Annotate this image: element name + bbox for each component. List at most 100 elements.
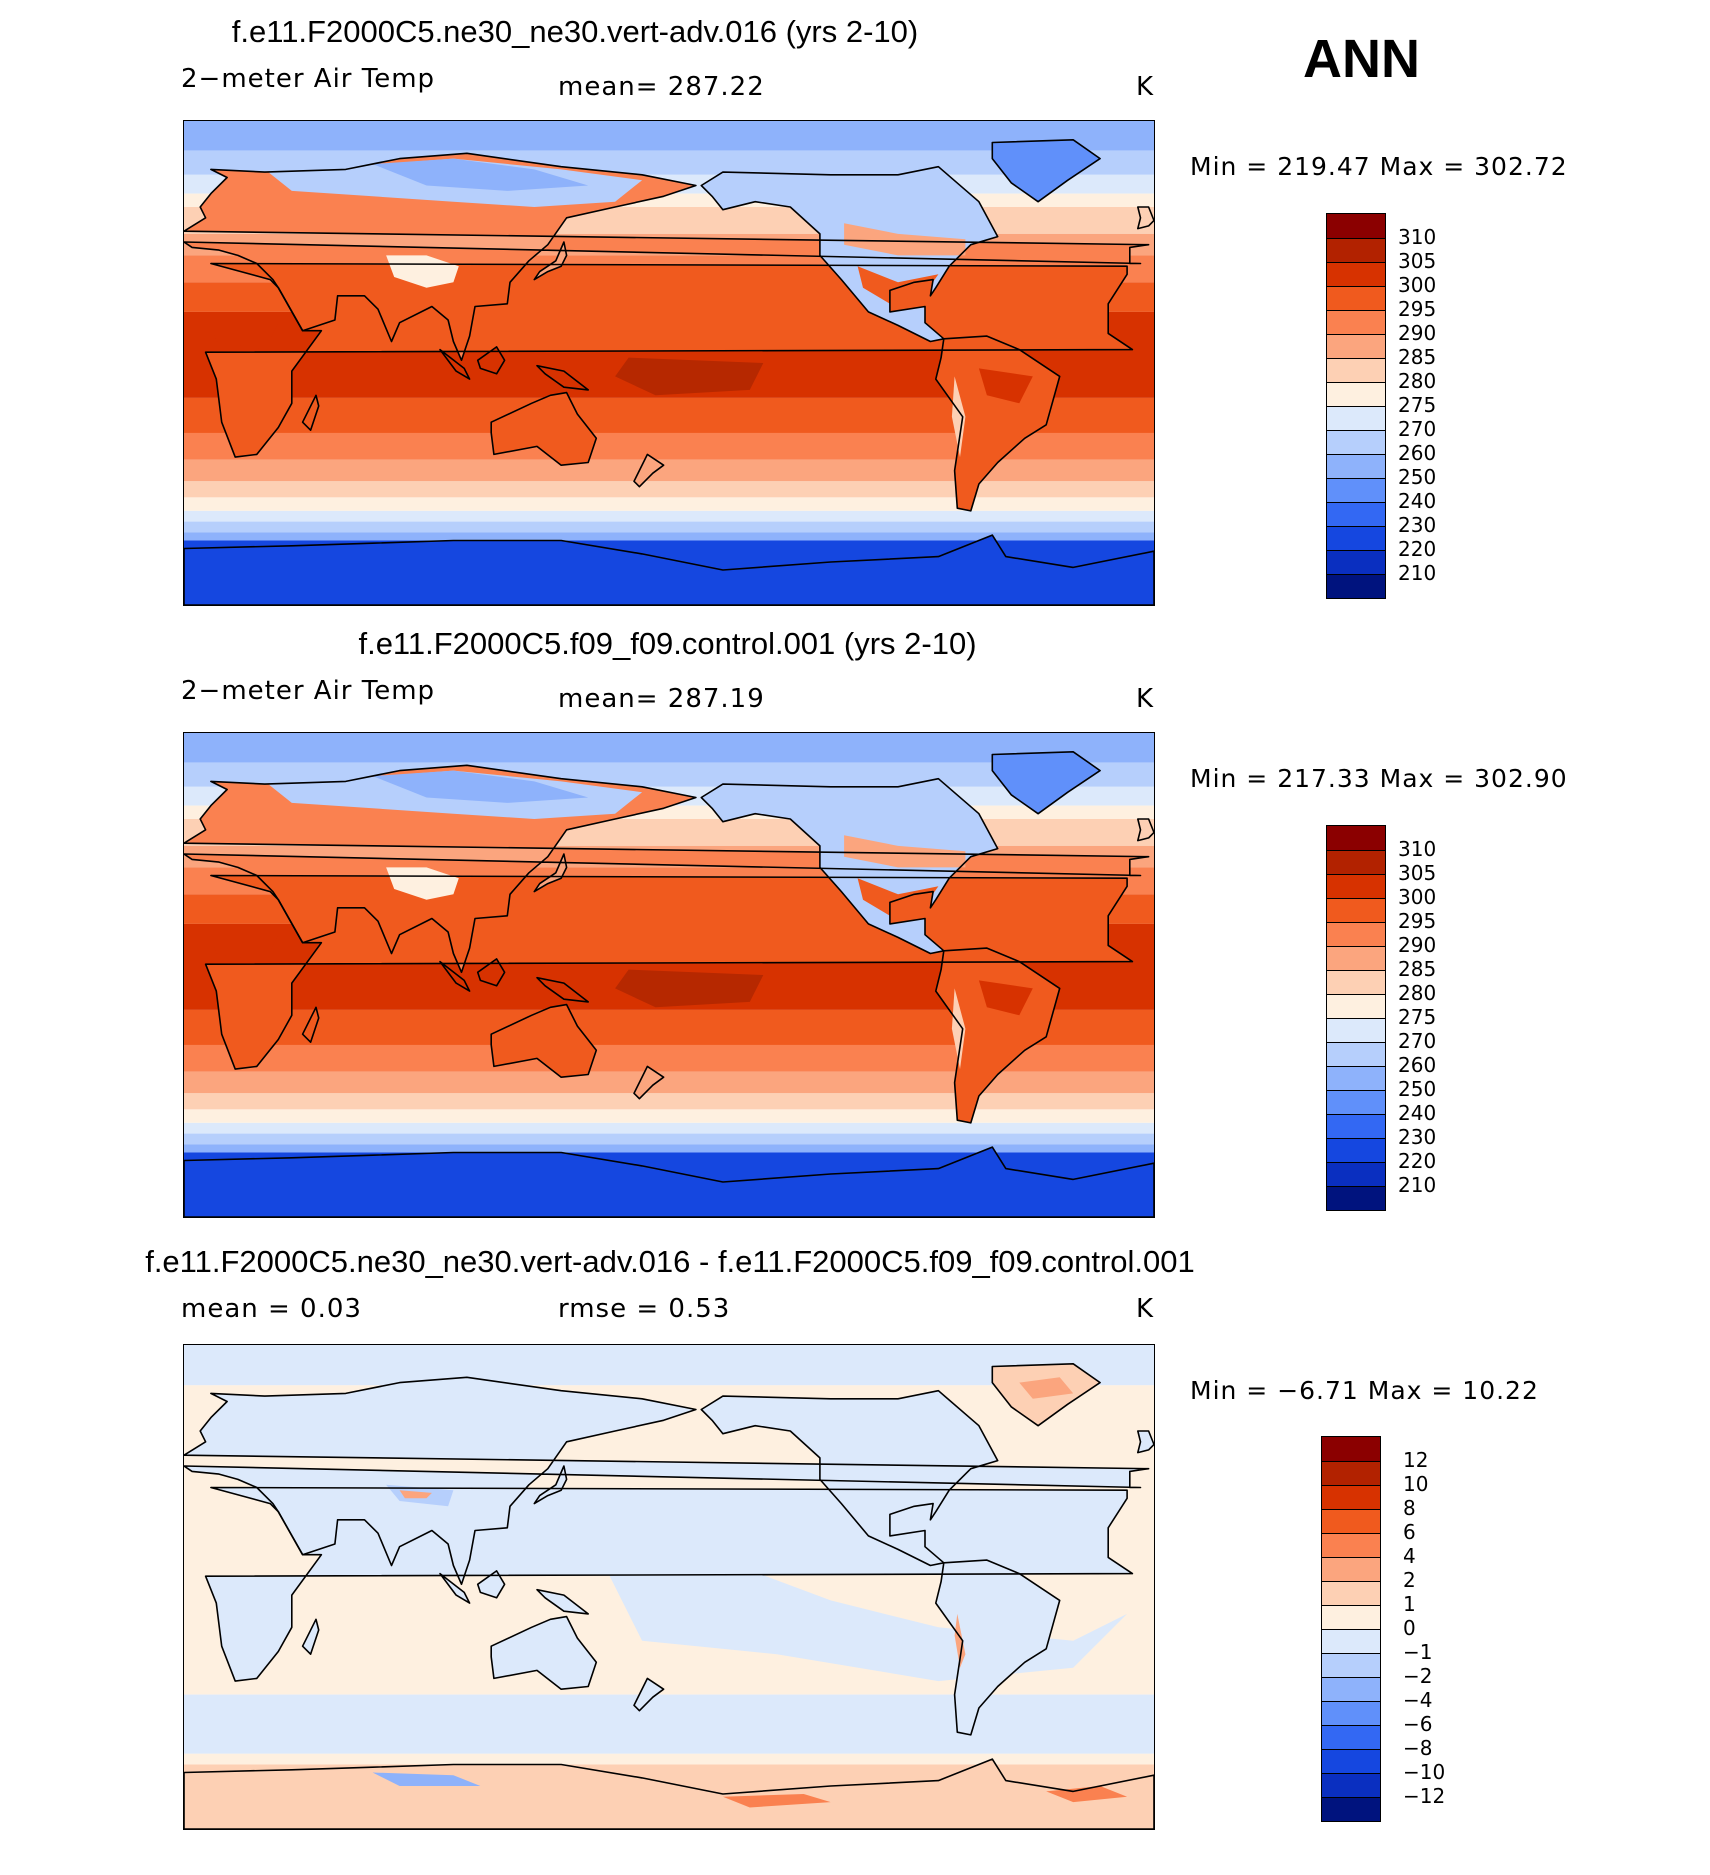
colorbar-tick-label: 210 <box>1398 1173 1437 1197</box>
map-contour-feature <box>954 1613 966 1668</box>
coastline-antarctica <box>184 534 1154 605</box>
map-land-fill <box>302 1619 319 1655</box>
colorbar-tick-label: 310 <box>1398 225 1437 249</box>
colorbar-tick-label: −2 <box>1403 1664 1433 1688</box>
map-contour-band <box>184 1133 1154 1145</box>
map-contour-feature <box>372 158 589 191</box>
map-land-fill <box>992 751 1101 814</box>
colorbar-tick-label: 275 <box>1398 1005 1437 1029</box>
coastline-greenland <box>991 750 1101 815</box>
panel-3-minmax: Min = −6.71 Max = 10.22 <box>1190 1376 1539 1405</box>
colorbar-swatch <box>1327 358 1385 382</box>
map-contour-feature <box>951 376 966 458</box>
colorbar-swatch <box>1327 310 1385 334</box>
coastline-borneo <box>476 1570 506 1599</box>
coastline-na <box>700 1389 999 1567</box>
colorbar-swatch <box>1327 874 1385 898</box>
colorbar-tick-label: 230 <box>1398 513 1437 537</box>
colorbar-tick-label: 295 <box>1398 909 1437 933</box>
colorbar-swatch <box>1327 502 1385 526</box>
colorbar-swatch <box>1327 1018 1385 1042</box>
colorbar-tick-label: 260 <box>1398 1053 1437 1077</box>
panel-3-map <box>183 1344 1155 1830</box>
coastline-madagascar <box>301 1006 320 1044</box>
panel-2-map <box>183 732 1155 1218</box>
panel-3-mean-label: mean = 0.03 <box>181 1294 362 1324</box>
coastline-nz <box>633 1065 665 1100</box>
panel-3-rmse-label: rmse = 0.53 <box>558 1294 731 1324</box>
map-contour-feature <box>372 1772 481 1786</box>
map-contour-band <box>184 459 1154 482</box>
map-land-fill <box>477 958 505 986</box>
coastline-na <box>700 777 999 955</box>
colorbar-swatch <box>1327 550 1385 574</box>
coastline-uk <box>1136 818 1154 842</box>
colorbar-tick-label: 300 <box>1398 885 1437 909</box>
colorbar-swatch <box>1327 238 1385 262</box>
colorbar-swatch <box>1327 262 1385 286</box>
coastline-sa <box>934 1559 1061 1736</box>
colorbar-tick-label: −1 <box>1403 1640 1433 1664</box>
colorbar-swatch <box>1322 1629 1380 1653</box>
colorbar-swatch <box>1327 1066 1385 1090</box>
colorbar-swatch <box>1327 970 1385 994</box>
colorbar-swatch <box>1327 430 1385 454</box>
colorbar-swatch <box>1327 382 1385 406</box>
colorbar-tick-label: 210 <box>1398 561 1437 585</box>
coastline-sa <box>934 947 1061 1124</box>
panel-2-minmax: Min = 217.33 Max = 302.90 <box>1190 764 1568 793</box>
season-label: ANN <box>1303 29 1420 89</box>
coastline-eurasia <box>184 764 1150 974</box>
colorbar-swatch <box>1322 1653 1380 1677</box>
panel-1-minmax: Min = 219.47 Max = 302.72 <box>1190 152 1568 181</box>
map-land-fill <box>701 778 998 954</box>
colorbar-tick-label: 295 <box>1398 297 1437 321</box>
panel-3-colorbar <box>1321 1436 1381 1822</box>
coastline-eurasia <box>184 1376 1150 1586</box>
map-land-fill <box>634 1066 664 1099</box>
map-contour-feature <box>615 357 764 396</box>
colorbar-swatch <box>1327 1090 1385 1114</box>
colorbar-swatch <box>1327 334 1385 358</box>
map-contour-feature <box>857 266 939 304</box>
colorbar-tick-label: 270 <box>1398 417 1437 441</box>
colorbar-tick-label: 285 <box>1398 345 1437 369</box>
colorbar-swatch <box>1327 1186 1385 1210</box>
colorbar-tick-label: −8 <box>1403 1736 1433 1760</box>
coastline-nz <box>633 453 665 488</box>
colorbar-tick-label: 10 <box>1403 1472 1429 1496</box>
colorbar-swatch <box>1327 1042 1385 1066</box>
colorbar-tick-label: 4 <box>1403 1544 1416 1568</box>
panel-1-mean-label: mean= 287.22 <box>558 72 765 102</box>
map-contour-band <box>184 532 1154 541</box>
colorbar-swatch <box>1327 1114 1385 1138</box>
colorbar-tick-label: −12 <box>1403 1784 1446 1808</box>
colorbar-swatch <box>1322 1581 1380 1605</box>
map-contour-band <box>184 497 1154 511</box>
colorbar-swatch <box>1327 898 1385 922</box>
colorbar-tick-label: 290 <box>1398 321 1437 345</box>
map-contour-feature <box>399 1490 432 1499</box>
map-land-fill <box>537 365 589 390</box>
map-contour-feature <box>844 223 966 256</box>
colorbar-swatch <box>1322 1725 1380 1749</box>
colorbar-tick-label: 220 <box>1398 537 1437 561</box>
panel-1-colorbar <box>1326 213 1386 599</box>
coastline-madagascar <box>301 394 320 432</box>
colorbar-swatch <box>1327 922 1385 946</box>
map-contour-band <box>184 1122 1154 1134</box>
coastline-antarctica <box>184 1146 1154 1217</box>
colorbar-tick-label: 250 <box>1398 1077 1437 1101</box>
colorbar-swatch <box>1327 574 1385 598</box>
coastline-uk <box>1136 1430 1154 1454</box>
colorbar-swatch <box>1322 1509 1380 1533</box>
map-land-fill <box>701 166 998 342</box>
map-land-fill <box>537 977 589 1002</box>
colorbar-tick-label: 275 <box>1398 393 1437 417</box>
colorbar-swatch <box>1327 478 1385 502</box>
map-land-fill <box>302 395 319 431</box>
colorbar-tick-label: −6 <box>1403 1712 1433 1736</box>
colorbar-tick-label: 290 <box>1398 933 1437 957</box>
map-contour-band <box>184 1144 1154 1153</box>
map-land-fill <box>302 1007 319 1043</box>
